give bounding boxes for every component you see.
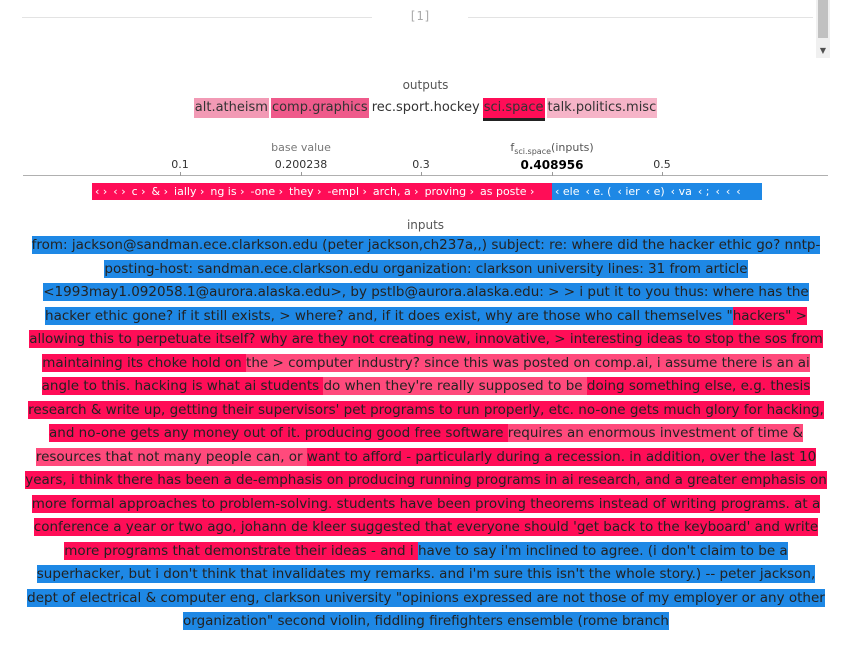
scroll-down-icon[interactable]: ▼ (819, 46, 827, 55)
axis-tick (180, 172, 181, 176)
tick-label: 0.3 (412, 158, 430, 171)
input-token[interactable]: from: jackson@sandman.ece.clarkson.edu (… (31, 236, 757, 254)
force-segment[interactable]: ‹ ier (617, 185, 640, 198)
axis-tick (421, 172, 422, 176)
input-token[interactable]: <1993may1.092058.1@aurora.alaska.edu>, b… (43, 283, 809, 325)
force-segment[interactable]: -one › (250, 185, 284, 198)
force-segment[interactable]: ‹ e) (645, 185, 665, 198)
axis-tick (552, 172, 553, 176)
input-token[interactable]: there has been a de-emphasis on producin… (117, 471, 827, 489)
input-token[interactable]: the > computer industry? since this was … (246, 353, 810, 372)
outputs-title: outputs (402, 78, 449, 92)
output-comp-graphics[interactable]: comp.graphics (270, 98, 369, 118)
input-token[interactable]: do when they're really supposed to be (323, 377, 587, 395)
positive-force-bar[interactable]: ‹ › ‹ › c › & › ially › ng is › -one › they › -e… (92, 183, 552, 200)
separator-left (22, 17, 372, 18)
force-segment[interactable]: they › (289, 185, 322, 198)
scrollbar-thumb[interactable] (818, 0, 828, 38)
separator-right (468, 17, 813, 18)
base-value-label: base value (271, 141, 331, 154)
input-token[interactable]: but i don't think that invalidates my re… (128, 565, 660, 583)
force-segment[interactable]: arch, a › (372, 185, 419, 198)
axis-tick (662, 172, 663, 176)
axis-tick (301, 172, 302, 176)
output-value-label: fsci.space(inputs) (510, 141, 594, 157)
input-token[interactable]: angle to this. hacking is what ai studen… (41, 377, 324, 395)
force-segment[interactable]: ‹ (715, 185, 720, 198)
force-segment[interactable]: -empl › (327, 185, 367, 198)
force-segment[interactable]: ng is › (210, 185, 245, 198)
output-rec-sport-hockey[interactable]: rec.sport.hockey (371, 100, 480, 115)
output-value: 0.408956 (520, 158, 584, 172)
outputs-row: alt.atheism comp.graphics rec.sport.hockey… (0, 98, 851, 121)
force-segment[interactable]: ‹ va (670, 185, 692, 198)
force-segment[interactable]: c › (131, 185, 146, 198)
force-segment[interactable]: ‹ (725, 185, 731, 198)
output-sci-space[interactable]: sci.space (482, 98, 545, 121)
tick-label: 0.1 (171, 158, 189, 171)
output-talk-politics-misc[interactable]: talk.politics.misc (546, 98, 658, 118)
force-segment[interactable]: ‹ ele (555, 185, 580, 198)
force-plot: base value fsci.space(inputs) 0.1 0.2002… (0, 140, 851, 210)
inputs-title: inputs (406, 218, 445, 232)
tick-label: 0.5 (653, 158, 671, 171)
force-segment[interactable]: as poste › (480, 185, 535, 198)
negative-force-bar[interactable]: ‹ ele ‹ e. ( ‹ ier ‹ e) ‹ va ‹ ; ‹ ‹ ‹ (552, 183, 762, 200)
inputs-text: from: jackson@sandman.ece.clarkson.edu (… (22, 234, 830, 634)
output-alt-atheism[interactable]: alt.atheism (193, 98, 269, 118)
force-segment[interactable]: & › (151, 185, 169, 198)
force-segment[interactable]: ially › (174, 185, 205, 198)
force-segment[interactable]: ‹ › (113, 185, 126, 198)
force-segment[interactable]: proving › (424, 185, 474, 198)
scrollbar[interactable]: ▼ (816, 0, 830, 58)
force-segment[interactable]: ‹ › (95, 185, 108, 198)
force-segment[interactable]: ‹ (736, 185, 741, 198)
force-segment[interactable]: ‹ e. ( (585, 185, 612, 198)
instance-index-label: [1] (409, 9, 431, 23)
tick-label-base: 0.200238 (274, 158, 328, 171)
force-segment[interactable]: ‹ ; (697, 185, 710, 198)
axis-line (23, 175, 828, 176)
